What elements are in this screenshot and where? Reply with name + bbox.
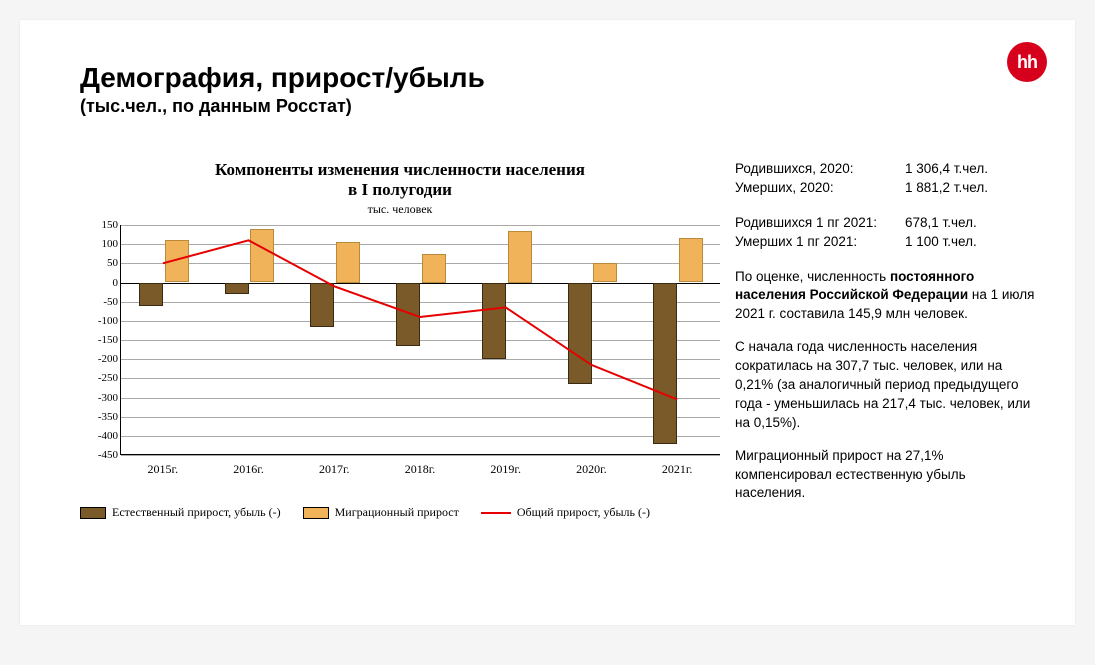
chart-title: Компоненты изменения численности населен… <box>80 160 720 217</box>
stat-key: Умерших 1 пг 2021: <box>735 233 905 252</box>
chart-title-line2: в I полугодии <box>80 180 720 200</box>
stat-value: 1 100 т.чел. <box>905 233 1035 252</box>
stat-value: 1 306,4 т.чел. <box>905 160 1035 179</box>
legend-migration: Миграционный прирост <box>303 505 459 520</box>
chart-legend: Естественный прирост, убыль (-) Миграцио… <box>80 505 720 520</box>
x-tick-label: 2019г. <box>490 462 521 477</box>
hh-logo: hh <box>1007 42 1047 82</box>
stat-row: Родившихся 1 пг 2021:678,1 т.чел. <box>735 214 1035 233</box>
stat-row: Умерших, 2020:1 881,2 т.чел. <box>735 179 1035 198</box>
x-tick-label: 2021г. <box>662 462 693 477</box>
y-tick-label: -350 <box>98 411 118 423</box>
x-tick-label: 2018г. <box>405 462 436 477</box>
side-text: Родившихся, 2020:1 306,4 т.чел.Умерших, … <box>735 160 1035 517</box>
legend-natural: Естественный прирост, убыль (-) <box>80 505 281 520</box>
chart-container: Компоненты изменения численности населен… <box>80 160 720 520</box>
page-subtitle: (тыс.чел., по данным Росстат) <box>80 96 485 117</box>
gridline <box>121 455 720 456</box>
x-tick-label: 2015г. <box>148 462 179 477</box>
stats-2021h1: Родившихся 1 пг 2021:678,1 т.чел.Умерших… <box>735 214 1035 252</box>
stat-row: Родившихся, 2020:1 306,4 т.чел. <box>735 160 1035 179</box>
y-tick-label: 50 <box>107 257 118 269</box>
side-para-3: Миграционный прирост на 27,1% компенсиро… <box>735 447 1035 504</box>
y-tick-label: -200 <box>98 353 118 365</box>
y-tick-label: -450 <box>98 449 118 461</box>
y-tick-label: -50 <box>103 296 118 308</box>
stat-key: Родившихся, 2020: <box>735 160 905 179</box>
legend-total-label: Общий прирост, убыль (-) <box>517 505 650 520</box>
y-tick-label: -250 <box>98 372 118 384</box>
slide: hh Демография, прирост/убыль (тыс.чел., … <box>20 20 1075 625</box>
total-line <box>163 240 677 399</box>
y-tick-label: -400 <box>98 430 118 442</box>
chart-plot-area: -450 -400 -350 -300 -250 -200 -150 -100 -50 0 50 10… <box>80 225 720 485</box>
stat-value: 678,1 т.чел. <box>905 214 1035 233</box>
stats-2020: Родившихся, 2020:1 306,4 т.чел.Умерших, … <box>735 160 1035 198</box>
stat-key: Родившихся 1 пг 2021: <box>735 214 905 233</box>
x-tick-label: 2016г. <box>233 462 264 477</box>
y-tick-label: -150 <box>98 334 118 346</box>
y-tick-label: -300 <box>98 392 118 404</box>
chart-units: тыс. человек <box>80 202 720 217</box>
y-tick-label: 150 <box>102 219 119 231</box>
page-title: Демография, прирост/убыль <box>80 62 485 94</box>
side-para-1: По оценке, численность постоянного насел… <box>735 268 1035 325</box>
x-tick-label: 2020г. <box>576 462 607 477</box>
y-tick-label: 0 <box>113 277 119 289</box>
y-tick-label: 100 <box>102 238 119 250</box>
legend-natural-label: Естественный прирост, убыль (-) <box>112 505 281 520</box>
legend-migration-label: Миграционный прирост <box>335 505 459 520</box>
stat-key: Умерших, 2020: <box>735 179 905 198</box>
side-para-2: С начала года численность населения сокр… <box>735 338 1035 432</box>
stat-value: 1 881,2 т.чел. <box>905 179 1035 198</box>
chart-title-line1: Компоненты изменения численности населен… <box>80 160 720 180</box>
stat-row: Умерших 1 пг 2021:1 100 т.чел. <box>735 233 1035 252</box>
x-tick-label: 2017г. <box>319 462 350 477</box>
y-tick-label: -100 <box>98 315 118 327</box>
legend-total: Общий прирост, убыль (-) <box>481 505 650 520</box>
title-block: Демография, прирост/убыль (тыс.чел., по … <box>80 62 485 117</box>
